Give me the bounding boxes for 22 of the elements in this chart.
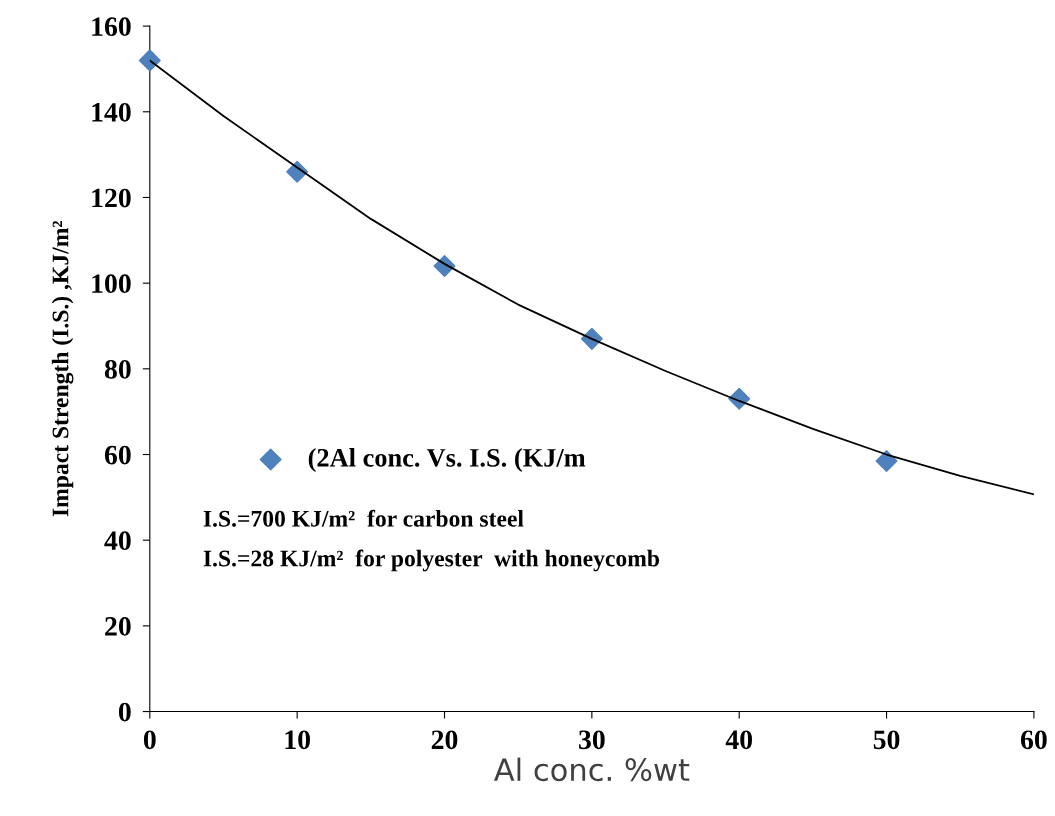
y-tick-label: 120 [92, 188, 131, 208]
x-tick-label: 30 [579, 730, 605, 750]
legend-label: (2Al conc. Vs. I.S. (KJ/m [308, 448, 586, 473]
annotation: I.S.=28 KJ/m² for polyester with honeycomb [203, 549, 660, 572]
x-tick-label: 40 [725, 730, 753, 750]
x-tick-label: 10 [285, 730, 310, 750]
y-tick-label: 60 [104, 445, 131, 465]
x-tick-label: 20 [431, 730, 458, 750]
point [138, 49, 161, 72]
y-tick-label: 80 [104, 360, 131, 379]
y-tick-label: 100 [92, 274, 131, 294]
y-axis-title: Impact Strength (I.S.) ,KJ/m² [51, 221, 74, 517]
y-tick-label: 0 [118, 702, 131, 722]
y-tick-label: 40 [104, 531, 131, 551]
y-tick-label: 160 [92, 17, 131, 37]
x-axis-title: Al conc. %wt [494, 757, 690, 782]
x-tick-label: 0 [143, 730, 156, 750]
annotation: I.S.=700 KJ/m² for carbon steel [203, 509, 524, 527]
x-tick-label: 60 [1020, 730, 1047, 750]
y-tick-label: 20 [105, 617, 131, 636]
y-tick-label: 140 [92, 102, 131, 122]
x-tick-label: 50 [873, 730, 900, 750]
